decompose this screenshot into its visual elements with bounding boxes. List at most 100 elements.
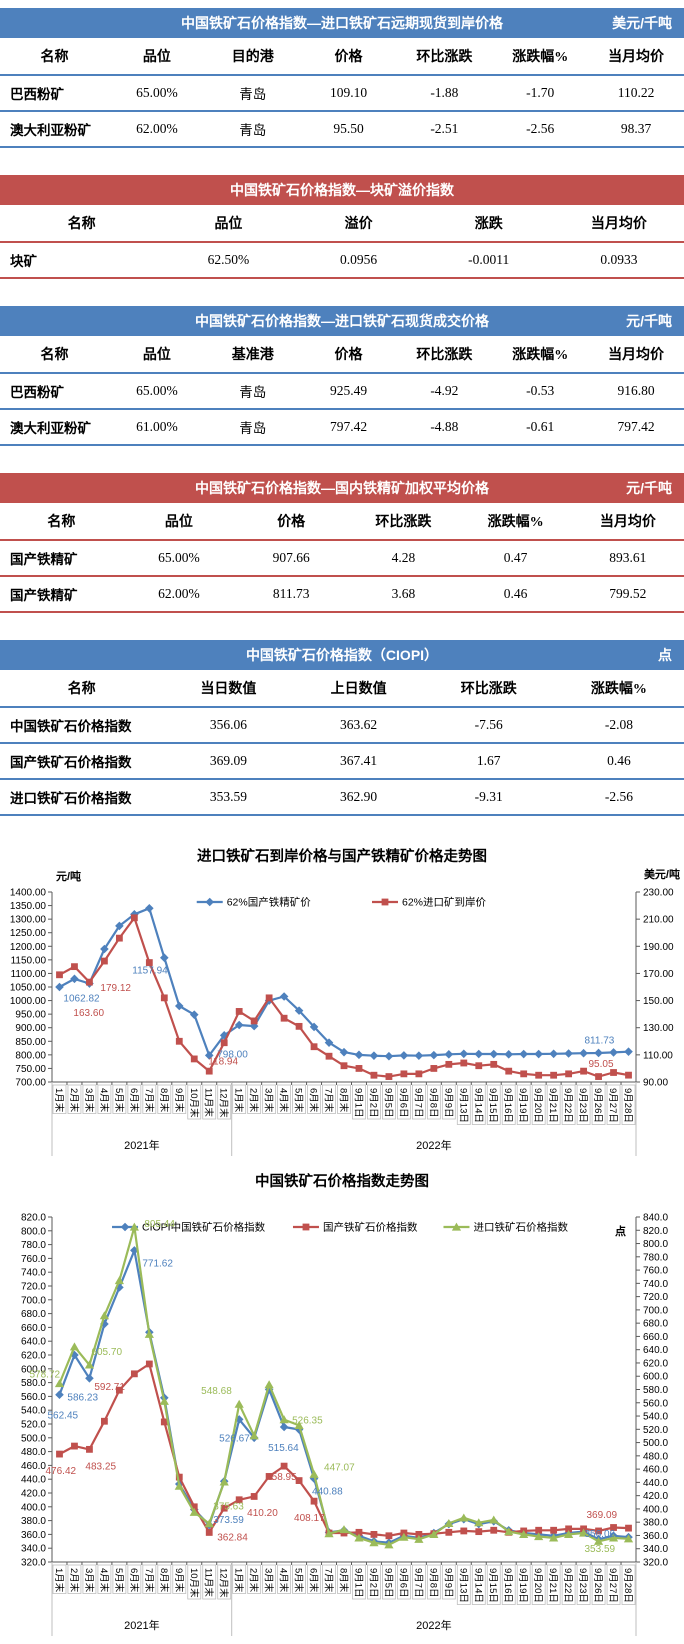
category-label: 9月20日 (531, 1564, 546, 1605)
category-label: 9月7日 (411, 1564, 426, 1600)
category-label-box (52, 1084, 67, 1114)
y-tick-label-right: 720.0 (643, 1292, 668, 1303)
column-header: 品位 (108, 38, 205, 76)
value-cell: -4.92 (396, 373, 493, 410)
y-tick-label-left: 1100.00 (11, 969, 47, 980)
category-label-box (187, 1084, 202, 1120)
y-tick-label-left: 480.0 (21, 1447, 46, 1458)
category-label-box (127, 1084, 142, 1114)
table-header-row: 名称 品位 目的港 价格 环比涨跌 涨跌幅% 当月均价 (0, 38, 684, 76)
table-title-bar: 中国铁矿石价格指数—块矿溢价指数 (0, 175, 684, 205)
category-label-box (157, 1084, 172, 1114)
y-tick-label-right: 480.0 (643, 1451, 668, 1462)
category-label-box (546, 1084, 561, 1125)
category-label-text: 9月19日 (517, 1088, 528, 1123)
diamond-marker (55, 1390, 64, 1400)
category-label: 9月6日 (396, 1084, 411, 1120)
y-tick-label-left: 950.00 (15, 1010, 46, 1021)
category-label: 9月22日 (561, 1084, 576, 1125)
value-cell: 62.50% (163, 242, 294, 279)
category-label: 5月末 (112, 1564, 127, 1594)
value-cell: 363.62 (293, 707, 424, 744)
point-data-label: 798.00 (217, 1049, 248, 1060)
y-tick-label-right: 580.0 (643, 1385, 668, 1396)
category-label: 9月23日 (576, 1564, 591, 1605)
category-label-text: 9月28日 (622, 1088, 633, 1123)
category-label: 9月21日 (546, 1564, 561, 1605)
triangle-marker (234, 1399, 244, 1408)
triangle-marker (114, 1276, 124, 1285)
category-label-text: 3月末 (263, 1568, 275, 1593)
value-cell: -2.56 (553, 779, 684, 816)
column-header: 涨跌幅% (459, 503, 572, 541)
y-tick-label-right: 620.0 (643, 1358, 668, 1369)
diamond-marker (189, 1010, 199, 1019)
y-tick-label-left: 360.0 (21, 1530, 46, 1541)
column-header: 当月均价 (588, 336, 684, 374)
diamond-marker (160, 953, 169, 963)
price-table: 名称 品位 目的港 价格 环比涨跌 涨跌幅% 当月均价 巴西粉矿 65.00% 青岛 109.10-… (0, 38, 684, 148)
point-data-label: 118.94 (208, 1057, 238, 1068)
point-data-label: 515.64 (268, 1443, 299, 1454)
category-label-box (307, 1084, 321, 1114)
y-tick-label-left: 1200.00 (10, 942, 47, 953)
y-tick-label-right: 560.0 (643, 1398, 668, 1409)
category-label-text: 1月末 (233, 1568, 245, 1593)
axis-unit-label: 点 (615, 1224, 626, 1238)
category-label-text: 9月8日 (427, 1088, 438, 1118)
category-label-text: 9月19日 (517, 1568, 528, 1603)
category-label: 9月26日 (591, 1084, 606, 1125)
category-label: 2月末 (247, 1564, 262, 1594)
category-label-text: 4月末 (98, 1088, 110, 1113)
square-marker (265, 994, 273, 1002)
point-data-label: 458.95 (266, 1472, 297, 1483)
column-header: 溢价 (293, 205, 424, 243)
square-marker (250, 1493, 258, 1500)
category-label: 9月23日 (576, 1084, 591, 1125)
category-label: 9月2日 (367, 1564, 381, 1600)
category-label: 5月末 (292, 1564, 306, 1594)
column-header: 当月均价 (553, 205, 684, 243)
category-label-text: 3月末 (83, 1088, 95, 1113)
table-title-bar: 中国铁矿石价格指数—进口铁矿石现货成交价格 元/千吨 (0, 306, 684, 336)
table-title: 中国铁矿石价格指数（CIOPI） (245, 647, 439, 663)
value-cell: 356.06 (163, 707, 294, 744)
category-label: 8月末 (157, 1084, 172, 1114)
square-marker (160, 994, 168, 1002)
square-marker (340, 1062, 348, 1070)
square-marker (370, 1531, 378, 1538)
category-label-text: 6月末 (308, 1088, 320, 1113)
diamond-marker (264, 1385, 274, 1394)
category-label-text: 7月末 (143, 1088, 155, 1113)
y-tick-label-left: 900.00 (15, 1023, 46, 1034)
row-name-cell: 中国铁矿石价格指数 (0, 707, 164, 744)
triangle-marker (174, 1481, 184, 1490)
square-marker (355, 1065, 363, 1072)
value-cell: 797.42 (300, 409, 397, 446)
value-cell: -1.88 (396, 75, 493, 112)
chart-title: 进口铁矿石到岸价格与国产铁精矿价格走势图 (197, 849, 487, 865)
diamond-marker (279, 1422, 289, 1432)
category-label-text: 9月21日 (547, 1568, 558, 1603)
category-label-text: 9月1日 (352, 1088, 363, 1118)
y-tick-label-left: 320.0 (21, 1558, 46, 1569)
diamond-marker (174, 1001, 184, 1011)
value-cell: 907.66 (235, 540, 348, 577)
square-marker (550, 1071, 558, 1079)
table-ciopi-index: 中国铁矿石价格指数（CIOPI） 点 名称 当日数值 上日数值 环比涨跌 涨跌幅% 中国铁… (0, 640, 684, 816)
square-marker (56, 1450, 63, 1458)
y-tick-label-left: 1350.00 (10, 901, 47, 912)
triangle-marker (444, 1518, 454, 1527)
trend-chart-svg: 820.0 800.0 780.0 760.0 740.0 720.0 700.0 680.0… (21, 1213, 668, 1636)
column-header: 当月均价 (571, 503, 684, 541)
legend-label: 国产铁矿石价格指数 (323, 1221, 418, 1234)
y-tick-label-left: 700.0 (21, 1295, 46, 1306)
category-label: 12月末 (217, 1564, 232, 1600)
diamond-marker (205, 897, 215, 907)
category-label: 9月15日 (486, 1564, 501, 1605)
diamond-marker (130, 1246, 139, 1255)
axis-unit-label: 美元/吨 (644, 867, 680, 881)
diamond-marker (564, 1049, 573, 1058)
square-marker (625, 1071, 632, 1079)
y-tick-label-left: 1300.00 (10, 915, 47, 926)
